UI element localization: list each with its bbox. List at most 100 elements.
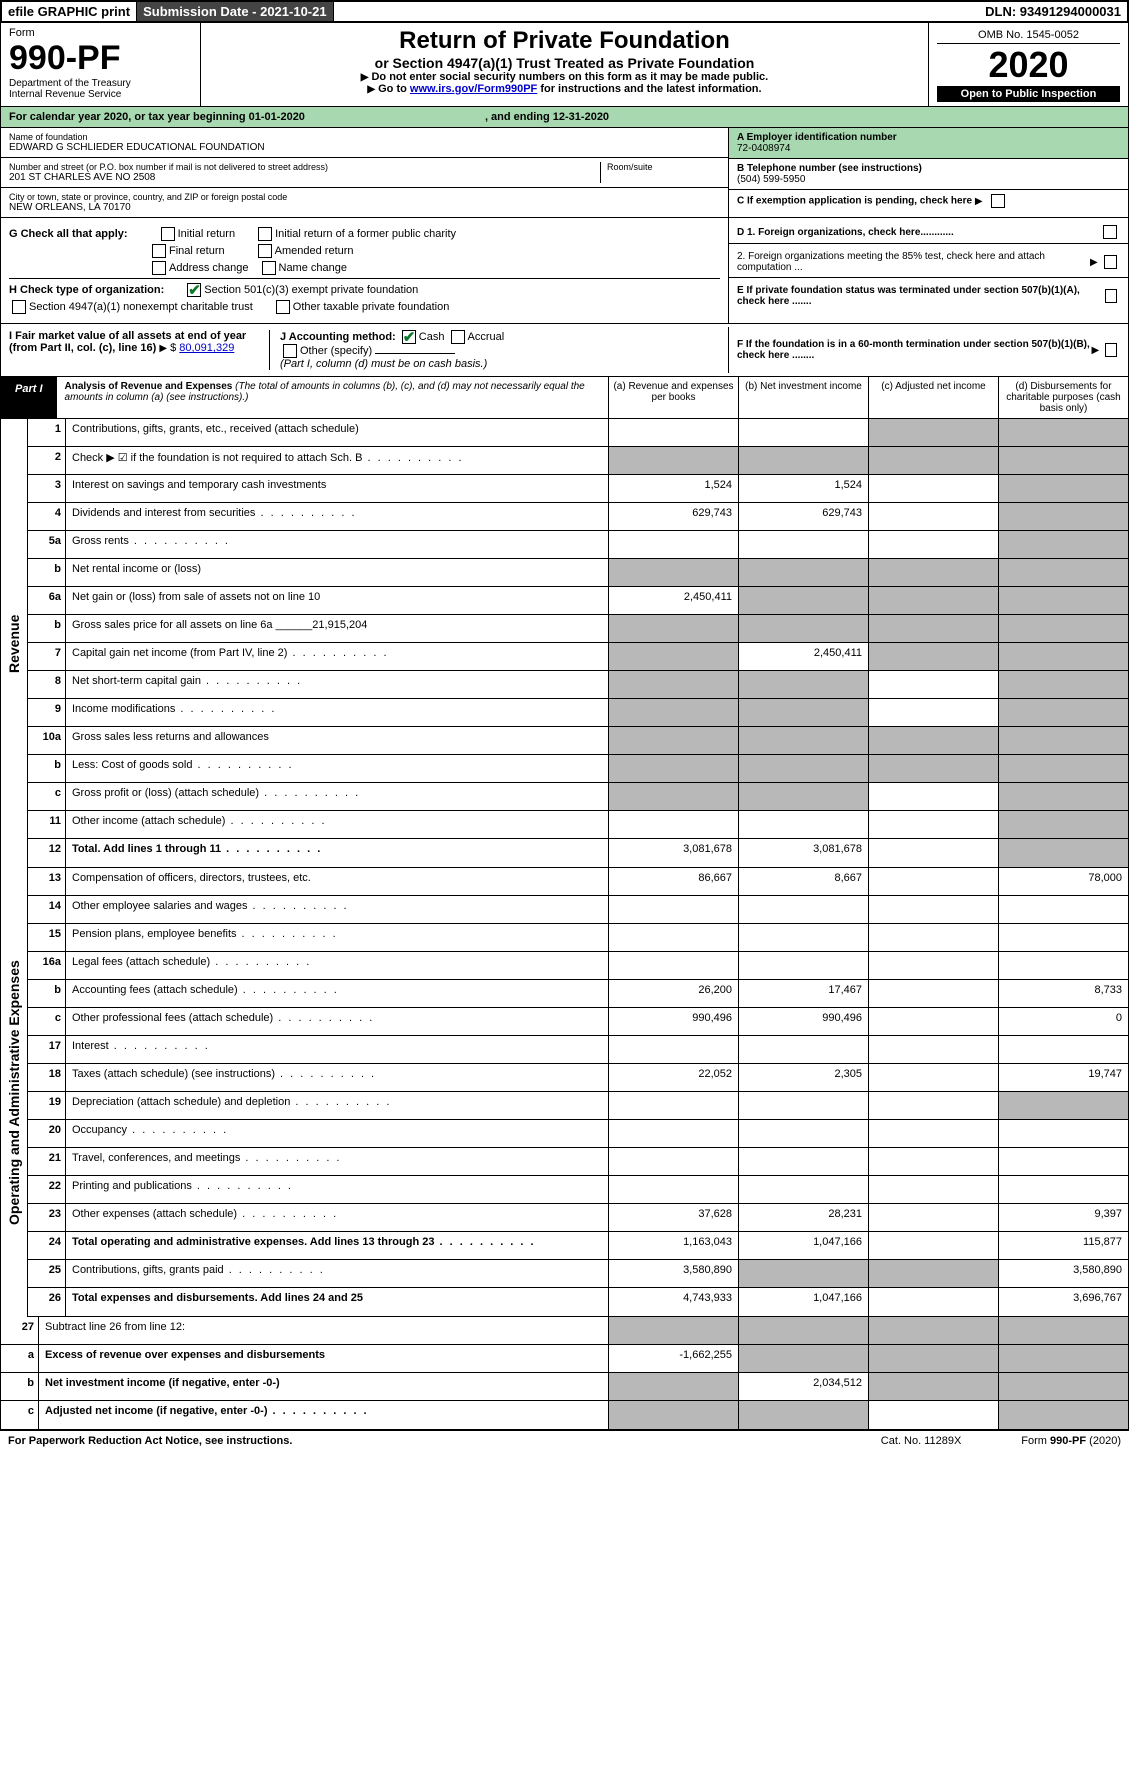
amount-cell [998,447,1128,474]
table-row: b Less: Cost of goods sold [28,755,1128,783]
amount-cell [608,671,738,698]
irs-link[interactable]: www.irs.gov/Form990PF [410,83,537,95]
c-checkbox[interactable] [991,194,1005,208]
line-desc: Net investment income (if negative, ente… [39,1373,608,1400]
amount-cell: 4,743,933 [608,1288,738,1316]
addr-label: Number and street (or P.O. box number if… [9,162,600,172]
tel-value: (504) 599-5950 [737,174,1120,185]
amount-cell [868,1176,998,1203]
amount-cell [608,755,738,782]
amount-cell: 2,450,411 [738,643,868,670]
line-desc: Depreciation (attach schedule) and deple… [66,1092,608,1119]
table-row: 12 Total. Add lines 1 through 11 3,081,6… [28,839,1128,867]
line-number: 20 [28,1120,66,1147]
amount-cell: 78,000 [998,868,1128,895]
city-label: City or town, state or province, country… [9,192,720,202]
amount-cell [868,559,998,586]
amount-cell [868,727,998,754]
amount-cell [868,1232,998,1259]
line-number: b [28,615,66,642]
amount-cell [868,475,998,502]
amount-cell [608,531,738,558]
amount-cell [868,868,998,895]
submission-date: Submission Date - 2021-10-21 [137,2,334,21]
amount-cell: 1,047,166 [738,1288,868,1316]
foundation-name: EDWARD G SCHLIEDER EDUCATIONAL FOUNDATIO… [9,142,720,153]
line-number: 11 [28,811,66,838]
efile-button[interactable]: efile GRAPHIC print [2,2,137,21]
d2-checkbox[interactable] [1104,255,1117,269]
d1-checkbox[interactable] [1103,225,1117,239]
amount-cell: 28,231 [738,1204,868,1231]
revenue-table: 1 Contributions, gifts, grants, etc., re… [28,419,1129,868]
amount-cell [738,1317,868,1344]
amount-cell [868,1288,998,1316]
g-final-checkbox[interactable] [152,244,166,258]
amount-cell [998,952,1128,979]
h-other-checkbox[interactable] [276,300,290,314]
line-number: b [28,980,66,1007]
g-name-checkbox[interactable] [262,261,276,275]
f-checkbox[interactable] [1105,343,1117,357]
part1-tab: Part I [1,377,57,418]
table-row: 10a Gross sales less returns and allowan… [28,727,1128,755]
amount-cell [998,503,1128,530]
j-accrual-checkbox[interactable] [451,330,465,344]
amount-cell: 990,496 [608,1008,738,1035]
table-row: 15 Pension plans, employee benefits [28,924,1128,952]
amount-cell: 19,747 [998,1064,1128,1091]
amount-cell [868,1401,998,1429]
amount-cell [868,1036,998,1063]
amount-cell [608,615,738,642]
j-cash-checkbox[interactable] [402,330,416,344]
amount-cell [868,699,998,726]
amount-cell: 1,524 [738,475,868,502]
amount-cell [998,1092,1128,1119]
amount-cell [868,1120,998,1147]
amount-cell: 990,496 [738,1008,868,1035]
c-label: C If exemption application is pending, c… [737,196,972,207]
table-row: 6a Net gain or (loss) from sale of asset… [28,587,1128,615]
i-value-link[interactable]: 80,091,329 [179,342,234,354]
h-501c3-checkbox[interactable] [187,283,201,297]
j-other-checkbox[interactable] [283,344,297,358]
g-address-checkbox[interactable] [152,261,166,275]
amount-cell [738,615,868,642]
table-row: c Gross profit or (loss) (attach schedul… [28,783,1128,811]
part1-header: Part I Analysis of Revenue and Expenses … [0,377,1129,419]
table-row: 7 Capital gain net income (from Part IV,… [28,643,1128,671]
line-desc: Gross rents [66,531,608,558]
e-label: E If private foundation status was termi… [737,285,1105,307]
amount-cell [608,783,738,810]
amount-cell [868,419,998,446]
amount-cell: 629,743 [738,503,868,530]
g-initial-checkbox[interactable] [161,227,175,241]
g-amended-checkbox[interactable] [258,244,272,258]
amount-cell: 3,580,890 [608,1260,738,1287]
open-public-badge: Open to Public Inspection [937,86,1120,102]
e-checkbox[interactable] [1105,289,1118,303]
amount-cell [608,1401,738,1429]
amount-cell [998,727,1128,754]
h-4947-checkbox[interactable] [12,300,26,314]
j-note: (Part I, column (d) must be on cash basi… [280,358,487,370]
amount-cell [998,1373,1128,1400]
amount-cell [868,896,998,923]
table-row: 8 Net short-term capital gain [28,671,1128,699]
amount-cell: 3,696,767 [998,1288,1128,1316]
line-desc: Contributions, gifts, grants, etc., rece… [66,419,608,446]
line-desc: Contributions, gifts, grants paid [66,1260,608,1287]
line-desc: Net rental income or (loss) [66,559,608,586]
line-number: 6a [28,587,66,614]
amount-cell [868,811,998,838]
amount-cell [608,1373,738,1400]
g-initial-former-checkbox[interactable] [258,227,272,241]
tax-year: 2020 [937,44,1120,86]
part1-title: Analysis of Revenue and Expenses [65,381,233,392]
form-label: Form [9,27,192,39]
amount-cell [868,1204,998,1231]
line-desc: Adjusted net income (if negative, enter … [39,1401,608,1429]
city-value: NEW ORLEANS, LA 70170 [9,202,720,213]
amount-cell: 1,047,166 [738,1232,868,1259]
table-row: 3 Interest on savings and temporary cash… [28,475,1128,503]
